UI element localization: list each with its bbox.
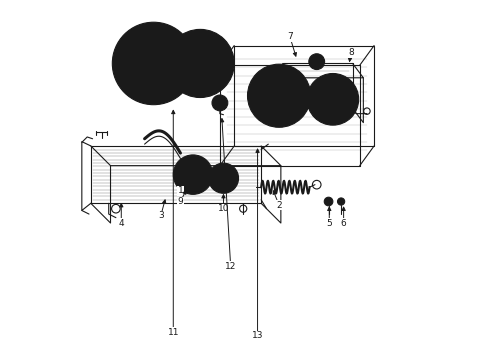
- Circle shape: [173, 155, 213, 194]
- Text: 12: 12: [225, 262, 236, 271]
- Circle shape: [166, 30, 234, 98]
- Text: 4: 4: [119, 219, 124, 228]
- Circle shape: [309, 54, 324, 69]
- Circle shape: [112, 22, 195, 105]
- Circle shape: [185, 48, 215, 78]
- Text: 1: 1: [177, 186, 183, 195]
- Text: 5: 5: [326, 219, 332, 228]
- Text: 13: 13: [252, 332, 263, 341]
- Circle shape: [321, 88, 344, 111]
- Circle shape: [338, 198, 344, 205]
- Text: 9: 9: [177, 197, 183, 206]
- Circle shape: [194, 57, 207, 70]
- Circle shape: [208, 163, 239, 193]
- Text: 7: 7: [287, 32, 293, 41]
- Circle shape: [135, 45, 172, 82]
- Circle shape: [266, 82, 293, 109]
- Circle shape: [216, 171, 231, 185]
- Text: 3: 3: [158, 211, 164, 220]
- Circle shape: [273, 90, 285, 102]
- Text: 6: 6: [341, 219, 346, 228]
- Text: 8: 8: [348, 48, 354, 57]
- Circle shape: [189, 170, 197, 179]
- Circle shape: [212, 95, 228, 111]
- Circle shape: [181, 163, 205, 186]
- Text: 10: 10: [218, 204, 229, 213]
- Circle shape: [216, 99, 223, 107]
- Circle shape: [247, 64, 311, 127]
- Circle shape: [307, 73, 359, 125]
- Circle shape: [328, 94, 338, 104]
- Circle shape: [146, 55, 161, 71]
- Text: 2: 2: [276, 201, 282, 210]
- Circle shape: [324, 197, 333, 206]
- Text: 11: 11: [168, 328, 179, 337]
